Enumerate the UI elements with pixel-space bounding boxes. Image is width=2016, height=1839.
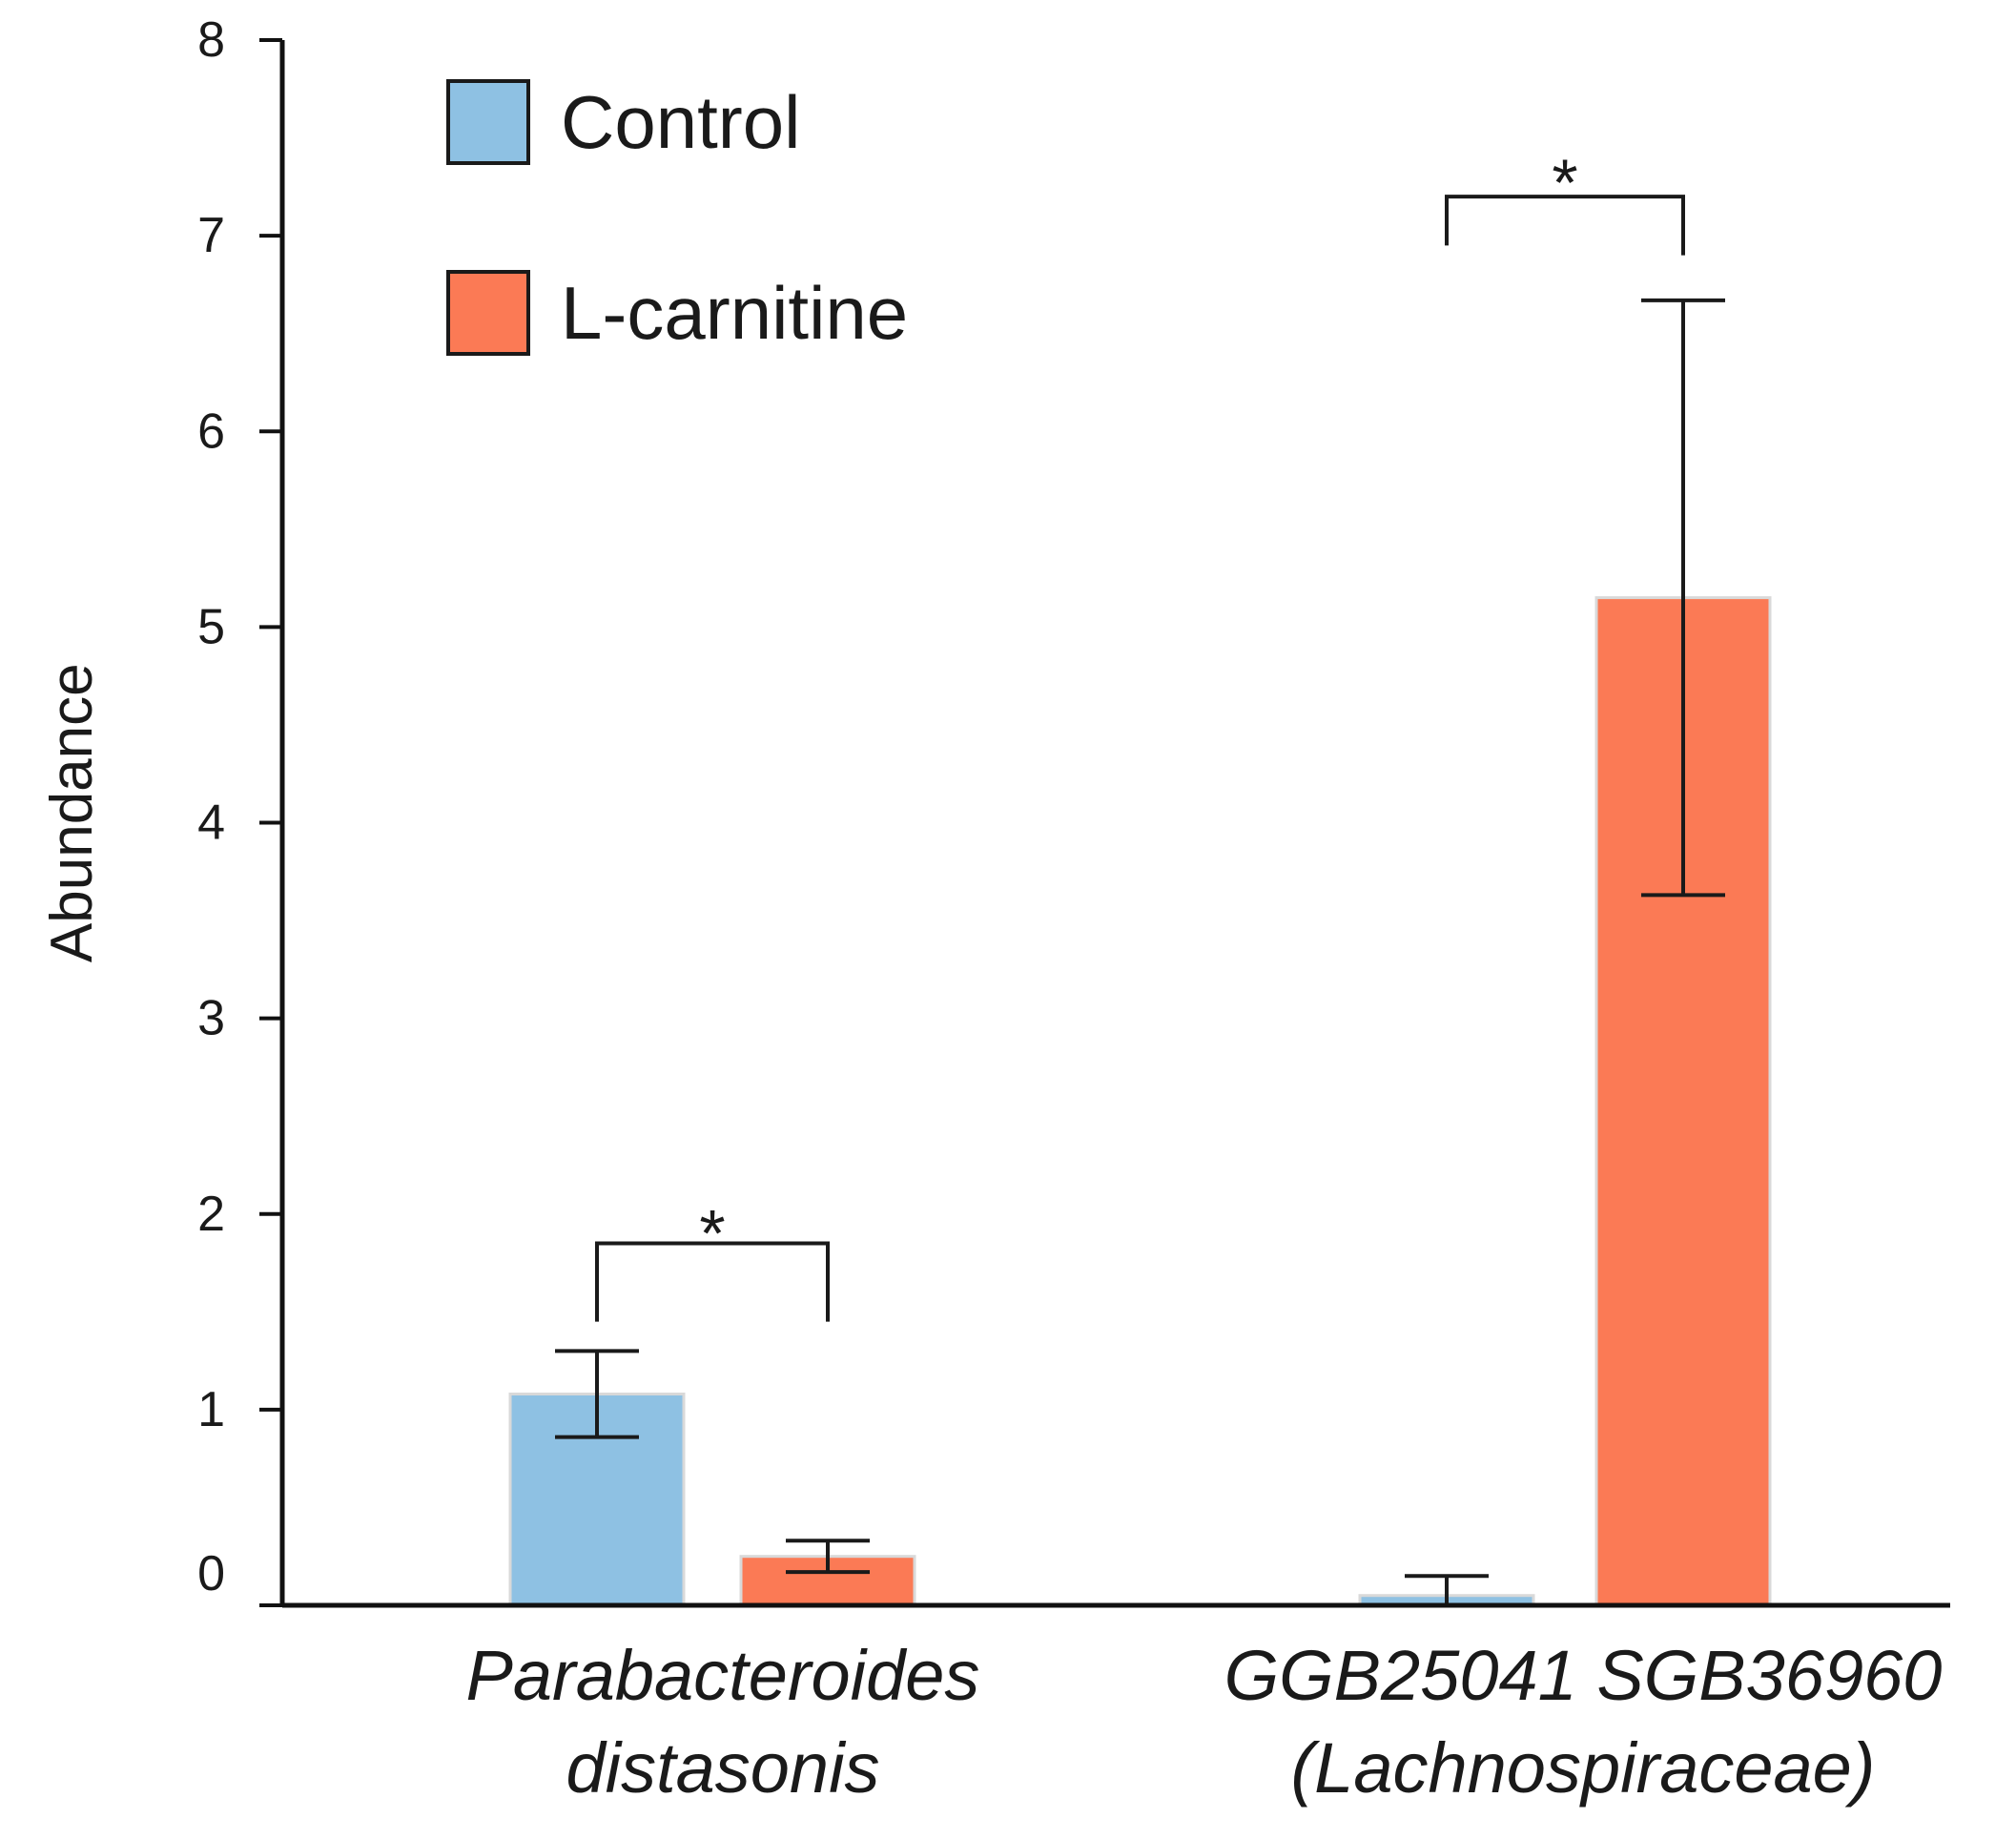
x-category-label: (Lachnospiraceae)	[1291, 1728, 1876, 1808]
legend-swatch	[446, 270, 530, 356]
error-bar	[1641, 298, 1725, 898]
y-axis-title: Abundance	[39, 663, 105, 962]
x-category-label: GGB25041 SGB36960	[1224, 1636, 1943, 1715]
legend-swatch	[446, 79, 530, 165]
error-bars	[555, 298, 1725, 1607]
y-tick-label: 2	[197, 1187, 225, 1242]
x-category-label: Parabacteroides	[466, 1636, 980, 1715]
y-tick-label: 0	[197, 1546, 225, 1601]
y-axis-ticks: 0 1 2 3 4 5 6 7 8	[197, 12, 282, 1607]
error-bar	[555, 1349, 639, 1439]
y-tick-label: 3	[197, 991, 225, 1046]
y-tick-label: 7	[197, 208, 225, 263]
significance-label: *	[699, 1196, 725, 1271]
y-tick-label: 5	[197, 599, 225, 654]
y-tick-label: 8	[197, 12, 225, 68]
y-tick-label: 6	[197, 403, 225, 459]
x-axis-category-labels: Parabacteroides distasonis GGB25041 SGB369…	[466, 1636, 1943, 1808]
bars	[508, 596, 1772, 1607]
significance-bracket	[595, 1241, 830, 1322]
y-tick-label: 4	[197, 796, 225, 851]
legend-label: Control	[561, 80, 800, 164]
significance-label: *	[1552, 145, 1577, 219]
legend-label: L-carnitine	[561, 271, 908, 355]
y-tick-label: 1	[197, 1382, 225, 1437]
legend: Control L-carnitine	[446, 79, 908, 356]
significance-bracket	[1445, 195, 1685, 256]
error-bar	[786, 1539, 870, 1575]
x-category-label: distasonis	[566, 1728, 879, 1808]
significance-annotations: **	[595, 145, 1685, 1322]
